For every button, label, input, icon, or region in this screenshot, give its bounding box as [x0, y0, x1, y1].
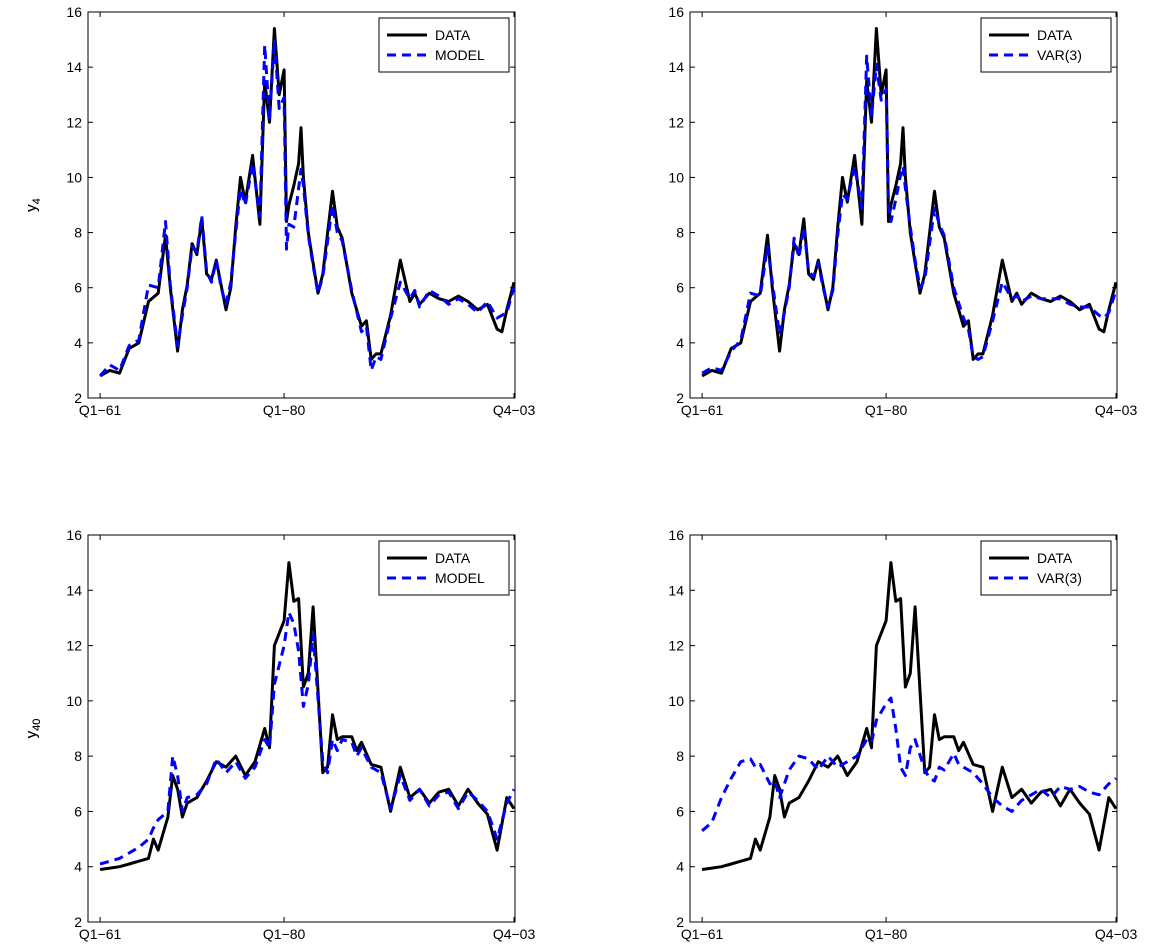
legend: DATA MODEL: [378, 540, 510, 596]
series-line-data: [99, 561, 516, 871]
y-axis-label: y4: [23, 198, 43, 212]
y-tick-label: 14: [668, 582, 684, 598]
legend-box: [378, 540, 510, 596]
y-axis-label-subscript: 4: [31, 198, 43, 204]
y-axis-label-subscript: 40: [31, 719, 43, 731]
plot-area: [87, 534, 516, 923]
y-tick-label: 12: [66, 114, 82, 130]
y-tick-label: 2: [74, 914, 82, 930]
y-tick-label: 14: [66, 582, 82, 598]
y-tick-label: 4: [676, 335, 684, 351]
legend-label: DATA: [1037, 27, 1073, 43]
y-tick-label: 12: [668, 114, 684, 130]
y-tick-label: 4: [74, 859, 82, 875]
y-tick-label: 8: [676, 748, 684, 764]
y-tick-label: 8: [74, 748, 82, 764]
series-line-data: [701, 561, 1118, 871]
y-tick-label: 16: [668, 527, 684, 543]
legend: DATA VAR(3): [980, 540, 1112, 596]
y-tick-label: 2: [676, 390, 684, 406]
x-tick-label: Q1−80: [865, 926, 908, 942]
series-line-model: [98, 38, 516, 377]
y-tick-label: 8: [74, 225, 82, 241]
x-tick-label: Q4−03: [493, 926, 536, 942]
y-axis-label-subscript: 4: [31, 198, 43, 204]
y-tick-label: 2: [676, 914, 684, 930]
x-tick-label: Q1−61: [681, 402, 724, 418]
legend-box: [378, 17, 510, 73]
y-tick-label: 6: [74, 803, 82, 819]
plot-area: [689, 11, 1118, 399]
y-axis-label-main: y: [23, 204, 40, 212]
y-axis-label: y40: [23, 719, 43, 739]
x-tick-label: Q1−80: [865, 402, 908, 418]
y-tick-label: 12: [66, 638, 82, 654]
x-tick-label: Q1−61: [79, 926, 122, 942]
x-tick-label: Q1−61: [79, 402, 122, 418]
legend-label: VAR(3): [1037, 47, 1082, 63]
y-tick-label: 16: [66, 4, 82, 20]
y-axis-label-main: y: [23, 730, 40, 738]
legend-box: [980, 540, 1112, 596]
legend-label: DATA: [435, 27, 471, 43]
x-tick-label: Q1−80: [263, 926, 306, 942]
y-tick-label: 6: [676, 280, 684, 296]
series-line-model: [99, 610, 516, 866]
y-tick-label: 12: [668, 638, 684, 654]
y-tick-label: 2: [74, 390, 82, 406]
legend-label: DATA: [1037, 550, 1073, 566]
legend: DATA MODEL: [378, 17, 510, 73]
y-axis-label-main: y: [23, 204, 40, 212]
y-tick-label: 8: [676, 225, 684, 241]
y-axis-label: y4: [23, 198, 43, 212]
plot-area: [689, 534, 1118, 923]
legend-label: MODEL: [435, 570, 485, 586]
y-tick-label: 10: [668, 169, 684, 185]
chart-panel-4: 2 4 6 8 10 12 14 16 Q1−61 Q1−80 Q4−03 y40 DATA VAR(3): [23, 527, 1137, 942]
legend-label: VAR(3): [1037, 570, 1082, 586]
plot-area: [87, 11, 516, 399]
y-tick-label: 10: [66, 693, 82, 709]
y-tick-label: 14: [66, 59, 82, 75]
x-tick-label: Q4−03: [493, 402, 536, 418]
y-tick-label: 14: [668, 59, 684, 75]
x-tick-label: Q1−61: [681, 926, 724, 942]
x-tick-label: Q1−80: [263, 402, 306, 418]
series-line-var3: [701, 696, 1117, 832]
y-axis-label-subscript: 40: [31, 719, 43, 731]
y-tick-label: 10: [668, 693, 684, 709]
y-tick-label: 16: [668, 4, 684, 20]
y-tick-label: 16: [66, 527, 82, 543]
y-tick-label: 10: [66, 169, 82, 185]
legend-box: [980, 17, 1112, 73]
y-tick-label: 6: [74, 280, 82, 296]
y-axis-label: y40: [23, 719, 43, 739]
y-tick-label: 4: [676, 859, 684, 875]
chart-panel-3: 2 4 6 8 10 12 14 16 Q1−61 Q1−80 Q4−03 y40 DATA MODEL: [23, 527, 535, 942]
y-tick-label: 6: [676, 803, 684, 819]
y-axis-label-main: y: [23, 730, 40, 738]
y-tick-label: 4: [74, 335, 82, 351]
x-tick-label: Q4−03: [1095, 926, 1138, 942]
legend-label: DATA: [435, 550, 471, 566]
x-tick-label: Q4−03: [1095, 402, 1138, 418]
legend: DATA VAR(3): [980, 17, 1112, 73]
legend-label: MODEL: [435, 47, 485, 63]
